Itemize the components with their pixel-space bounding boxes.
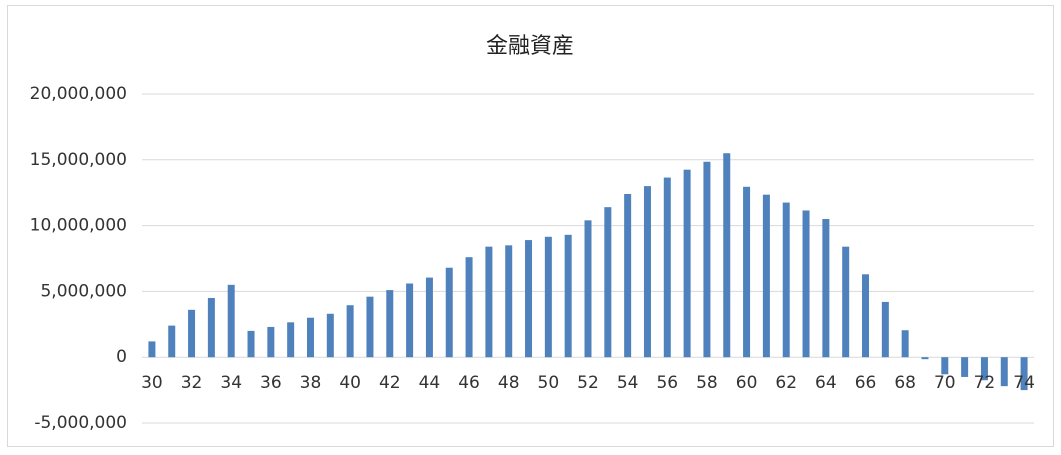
x-tick-label: 72: [974, 373, 996, 393]
x-tick-label: 54: [617, 373, 639, 393]
bar: [465, 257, 473, 358]
x-tick-label: 30: [141, 373, 163, 393]
bar: [723, 153, 731, 358]
x-tick-label: 50: [538, 373, 560, 393]
bar: [247, 330, 255, 358]
bar: [544, 236, 552, 358]
bar: [406, 283, 414, 358]
bar: [267, 326, 275, 358]
x-tick-label: 70: [934, 373, 956, 393]
bar: [604, 207, 612, 358]
bar: [1000, 357, 1008, 387]
x-tick-label: 36: [260, 373, 282, 393]
bar: [980, 357, 988, 381]
bar: [168, 325, 176, 358]
bar: [663, 177, 671, 358]
bar: [326, 313, 334, 358]
bar: [624, 194, 632, 358]
y-tick-label: 20,000,000: [30, 84, 127, 104]
bar: [762, 194, 770, 358]
bar: [485, 246, 493, 358]
bar: [386, 290, 394, 358]
bar: [643, 186, 651, 358]
x-tick-label: 66: [855, 373, 877, 393]
bar: [842, 246, 850, 358]
y-tick-label: -5,000,000: [34, 413, 127, 433]
bar: [921, 357, 929, 360]
bar: [901, 330, 909, 358]
bar: [346, 305, 354, 358]
x-tick-label: 32: [181, 373, 203, 393]
bar: [306, 317, 314, 358]
bar: [881, 301, 889, 358]
bar: [584, 220, 592, 358]
bar: [227, 284, 235, 358]
bar: [564, 234, 572, 358]
x-tick-label: 62: [775, 373, 797, 393]
bar: [961, 357, 969, 377]
x-tick-label: 64: [815, 373, 837, 393]
bar: [445, 267, 453, 358]
x-tick-label: 48: [498, 373, 520, 393]
x-tick-label: 58: [696, 373, 718, 393]
bar: [148, 341, 156, 358]
bar: [425, 277, 433, 358]
bar: [782, 202, 790, 358]
bar: [862, 274, 870, 358]
y-tick-label: 0: [116, 347, 127, 367]
bar: [366, 296, 374, 358]
y-tick-label: 15,000,000: [30, 150, 127, 170]
x-tick-label: 44: [419, 373, 441, 393]
chart-title: 金融資産: [486, 34, 574, 59]
bar: [941, 357, 949, 375]
x-tick-label: 74: [1013, 373, 1035, 393]
x-tick-label: 56: [656, 373, 678, 393]
x-tick-label: 52: [577, 373, 599, 393]
bar: [802, 210, 810, 358]
bar: [743, 186, 751, 358]
bar: [683, 169, 691, 358]
y-tick-label: 10,000,000: [30, 216, 127, 236]
bar: [505, 245, 513, 358]
bar: [703, 161, 711, 358]
bar: [822, 219, 830, 358]
bar: [188, 309, 196, 358]
bar: [1020, 357, 1028, 391]
x-tick-label: 42: [379, 373, 401, 393]
bar: [207, 297, 215, 358]
bar: [525, 240, 533, 358]
bar: [287, 322, 295, 358]
y-tick-label: 5,000,000: [40, 281, 127, 301]
x-tick-label: 34: [220, 373, 242, 393]
x-tick-label: 38: [300, 373, 322, 393]
x-tick-label: 40: [339, 373, 361, 393]
x-tick-label: 46: [458, 373, 480, 393]
x-tick-label: 68: [894, 373, 916, 393]
x-tick-label: 60: [736, 373, 758, 393]
